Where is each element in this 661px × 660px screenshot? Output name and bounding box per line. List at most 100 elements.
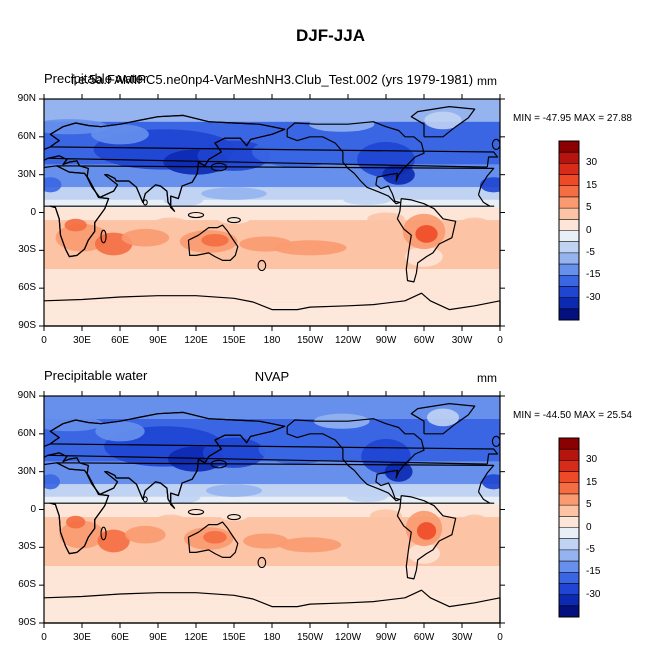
- eurasia-outline-wrap: [44, 411, 286, 509]
- field-blob: [95, 421, 145, 442]
- field-band: [44, 99, 500, 122]
- colorbar-swatch: [559, 264, 579, 276]
- colorbar-swatch: [559, 308, 579, 321]
- field-blob: [243, 533, 289, 549]
- field-blob: [220, 510, 248, 521]
- colorbar-swatch: [559, 460, 579, 473]
- lon-label: 120W: [334, 335, 362, 346]
- field-blob: [464, 527, 498, 543]
- panel-center-title: f.e.5a.FAMIPC5.ne0np4-VarMeshNH3.Club_Te…: [70, 72, 474, 87]
- eurasia-outline-wrap: [44, 114, 286, 212]
- field-blob: [343, 194, 391, 205]
- lon-label: 90W: [375, 632, 397, 643]
- colorbar-swatch: [559, 605, 579, 618]
- field-blob: [273, 240, 347, 256]
- island-outline: [257, 556, 267, 569]
- north-america-outline: [286, 121, 425, 205]
- colorbar-label: -15: [586, 269, 601, 281]
- colorbar-label: 5: [586, 499, 592, 511]
- field-blob: [346, 491, 388, 502]
- greenland-outline: [410, 105, 476, 138]
- island-outline: [187, 211, 205, 219]
- lat-label: 90N: [17, 93, 36, 104]
- africa-outline-wrap: [44, 165, 110, 258]
- africa-outline-wrap: [44, 462, 110, 555]
- lon-label: 180: [263, 632, 281, 643]
- south-america-outline: [396, 495, 457, 580]
- island-outline: [100, 229, 107, 244]
- colorbar-label: -30: [586, 588, 601, 600]
- field-blob: [217, 213, 251, 224]
- field-blob: [67, 461, 109, 482]
- lon-label: 0: [497, 632, 503, 643]
- lat-label: 30S: [18, 541, 36, 553]
- panel-stats: MIN = -44.50 MAX = 25.54: [513, 410, 632, 421]
- lon-label: 90W: [375, 335, 397, 346]
- field-blob: [424, 111, 462, 130]
- greenland-outline: [410, 403, 476, 435]
- field-blob: [156, 514, 185, 525]
- lat-label: 0: [30, 503, 36, 515]
- colorbar: [558, 140, 580, 321]
- field-band: [44, 566, 500, 598]
- field-blob: [426, 408, 460, 427]
- antarctic-field: [44, 600, 500, 623]
- colorbar-label: 15: [586, 476, 598, 488]
- island-outline: [210, 162, 227, 172]
- lon-label: 120E: [184, 632, 208, 643]
- panel-stats: MIN = -47.95 MAX = 27.88: [513, 113, 632, 124]
- colorbar-swatch: [559, 241, 579, 254]
- lat-label: 60N: [17, 130, 36, 142]
- lon-label: 90E: [149, 632, 167, 643]
- colorbar-label: -5: [586, 543, 595, 555]
- antarctica-outline: [43, 292, 501, 327]
- australia-outline: [187, 224, 239, 261]
- lon-label: 30W: [451, 632, 473, 643]
- field-band: [44, 187, 500, 200]
- antarctica-outline: [43, 589, 501, 624]
- colorbar-label: -15: [586, 566, 601, 578]
- colorbar-swatch: [559, 230, 579, 243]
- colorbar-swatch: [559, 449, 579, 461]
- axis-ticks: [39, 94, 505, 331]
- field-blob: [462, 230, 500, 246]
- lon-label: 120W: [334, 632, 362, 643]
- field-blob: [369, 509, 403, 523]
- north-america-outline: [286, 418, 425, 502]
- colorbar-swatch: [559, 152, 579, 164]
- lon-label: 30E: [73, 632, 91, 643]
- coastlines: [43, 105, 501, 327]
- lon-label: 60E: [111, 632, 129, 643]
- colorbar-swatch: [559, 219, 579, 231]
- field-blob: [201, 187, 267, 200]
- colorbar-swatch: [559, 163, 579, 176]
- island-outline: [257, 259, 267, 272]
- colorbar-swatch: [559, 297, 579, 310]
- field-blob: [91, 124, 149, 145]
- colorbar-label: 5: [586, 202, 592, 214]
- lon-label: 0: [41, 335, 47, 346]
- field-blob: [44, 177, 62, 193]
- field-blob: [480, 177, 500, 193]
- field-blob: [64, 218, 87, 232]
- colorbar-swatch: [559, 572, 579, 584]
- page-title: DJF-JJA: [296, 26, 365, 45]
- field-blob: [124, 525, 166, 544]
- lon-label: 60W: [413, 632, 435, 643]
- colorbar-swatch: [559, 141, 579, 153]
- colorbar-label: 0: [586, 224, 592, 236]
- field-blob: [44, 474, 60, 490]
- colorbar-swatch: [559, 196, 579, 209]
- lat-label: 90S: [18, 617, 36, 628]
- field-blob: [302, 221, 369, 234]
- field-band: [44, 396, 500, 419]
- lon-label: 60W: [413, 335, 435, 346]
- lat-label: 60S: [18, 282, 36, 294]
- antarctic-field: [44, 303, 500, 326]
- colorbar-swatch: [559, 275, 579, 287]
- colorbar-swatch: [559, 185, 579, 198]
- field-blob: [278, 537, 342, 553]
- colorbar-swatch: [559, 538, 579, 551]
- colorbar-label: -5: [586, 246, 595, 258]
